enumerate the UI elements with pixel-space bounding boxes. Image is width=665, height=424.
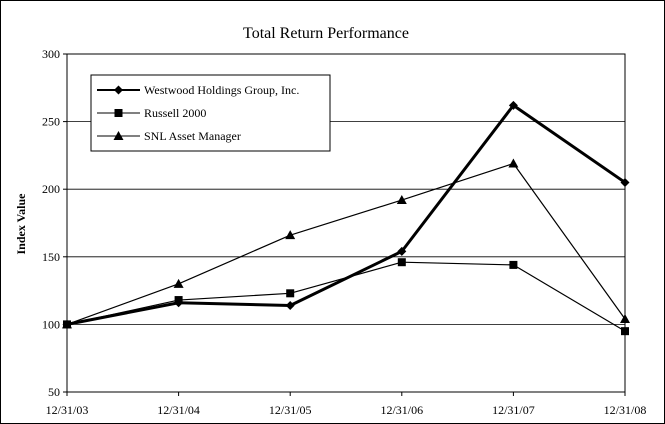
series-layer [62,100,630,336]
data-point [173,278,184,288]
data-point [508,158,519,168]
data-point [620,313,630,323]
data-point [397,246,407,256]
x-tick-label: 12/31/05 [269,403,312,417]
legend-marker [113,131,124,140]
legend-label: Russell 2000 [144,106,206,120]
chart-title: Total Return Performance [243,25,409,42]
x-tick-label: 12/31/08 [604,403,647,417]
data-point [62,319,72,329]
y-tick-label: 50 [48,385,60,399]
legend-item: SNL Asset Manager [97,129,241,143]
series-line [66,103,626,326]
data-point [285,300,295,310]
data-point [509,260,518,269]
legend-item: Russell 2000 [97,106,206,120]
x-tick-label: 12/31/04 [157,403,200,417]
y-tick-label: 200 [42,182,60,196]
x-tick-label: 12/31/07 [492,403,535,417]
legend-label: Westwood Holdings Group, Inc. [144,83,299,97]
data-point [174,296,183,305]
legend-item: Westwood Holdings Group, Inc. [97,83,299,97]
series-line [66,162,626,325]
data-point [285,230,296,240]
y-tick-label: 300 [42,47,60,61]
y-tick-label: 150 [42,250,60,264]
legend-marker [114,109,123,117]
series-2 [62,158,630,329]
y-axis-ticks: 50 100 150 200 250 300 [42,47,67,399]
data-point [396,195,407,205]
legend: Westwood Holdings Group, Inc. Russell 200… [90,74,331,152]
data-point [508,100,518,110]
legend-marker [114,85,123,95]
data-point [286,289,295,298]
y-tick-label: 250 [42,115,60,129]
y-axis-label: Index Value [14,193,28,255]
y-tick-label: 100 [42,317,60,331]
series-line [66,261,626,332]
legend-label: SNL Asset Manager [144,129,241,143]
x-axis-ticks: 12/31/03 12/31/04 12/31/05 12/31/06 12/31/07… [46,392,647,417]
data-point [397,258,406,267]
x-tick-label: 12/31/06 [380,403,423,417]
data-point [620,177,630,187]
data-point [621,327,629,336]
x-tick-label: 12/31/03 [46,403,89,417]
